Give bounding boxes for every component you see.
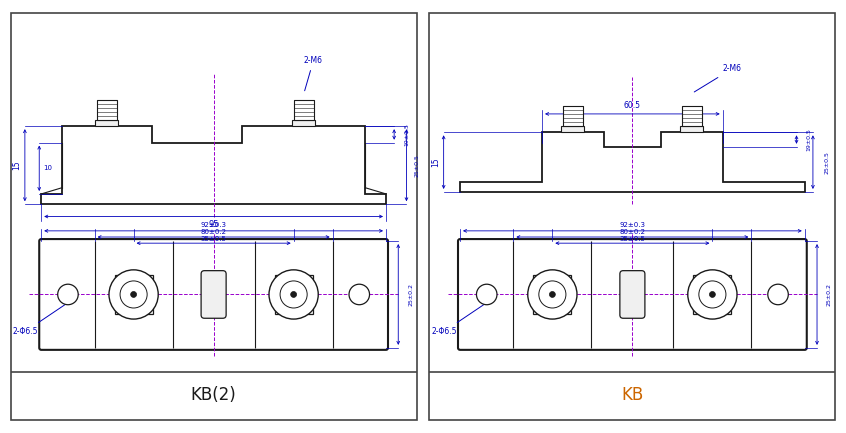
Text: 19±0.5: 19±0.5 xyxy=(404,123,409,146)
Text: 60.5: 60.5 xyxy=(624,101,641,110)
Bar xyxy=(275,275,313,313)
Circle shape xyxy=(710,291,716,297)
Bar xyxy=(114,275,152,313)
Bar xyxy=(562,126,585,132)
Bar xyxy=(96,120,118,126)
Text: 2-Φ6.5: 2-Φ6.5 xyxy=(13,304,66,336)
Circle shape xyxy=(476,284,497,305)
Text: 10: 10 xyxy=(43,165,52,171)
Bar xyxy=(533,275,571,313)
Polygon shape xyxy=(41,126,386,204)
Circle shape xyxy=(269,270,318,319)
Text: KB(2): KB(2) xyxy=(190,386,237,404)
Circle shape xyxy=(120,281,147,308)
FancyBboxPatch shape xyxy=(620,271,645,318)
Bar xyxy=(96,100,118,120)
Text: 80±0.2: 80±0.2 xyxy=(201,229,227,235)
Text: 92±0.3: 92±0.3 xyxy=(201,222,227,228)
Circle shape xyxy=(130,291,136,297)
Circle shape xyxy=(291,291,297,297)
Bar xyxy=(680,126,703,132)
Circle shape xyxy=(549,291,555,297)
Text: 35±0.5: 35±0.5 xyxy=(201,236,227,242)
FancyBboxPatch shape xyxy=(39,239,388,350)
Circle shape xyxy=(109,270,158,319)
Text: 2-M6: 2-M6 xyxy=(695,64,742,92)
Circle shape xyxy=(688,270,737,319)
Circle shape xyxy=(539,281,566,308)
Text: 25±0.5: 25±0.5 xyxy=(415,154,420,177)
Bar xyxy=(279,280,309,309)
Text: 95: 95 xyxy=(208,220,219,229)
Text: KB: KB xyxy=(621,386,644,404)
Text: 25±0.2: 25±0.2 xyxy=(827,283,832,306)
Bar xyxy=(294,100,314,120)
Bar xyxy=(698,280,728,309)
Circle shape xyxy=(528,270,577,319)
Bar xyxy=(118,280,148,309)
Bar xyxy=(293,120,316,126)
FancyBboxPatch shape xyxy=(458,239,807,350)
Text: 25±0.2: 25±0.2 xyxy=(408,283,413,306)
Text: 25±0.5: 25±0.5 xyxy=(825,151,830,174)
Text: 15: 15 xyxy=(431,157,440,167)
Bar xyxy=(563,106,583,126)
Circle shape xyxy=(280,281,307,308)
Text: 35±0.5: 35±0.5 xyxy=(619,236,645,242)
Bar xyxy=(537,280,567,309)
Text: 19±0.5: 19±0.5 xyxy=(806,128,811,151)
Text: 15: 15 xyxy=(12,160,21,170)
FancyBboxPatch shape xyxy=(201,271,226,318)
Polygon shape xyxy=(460,132,805,192)
Text: 92±0.3: 92±0.3 xyxy=(619,222,645,228)
Bar xyxy=(694,275,732,313)
Text: 2-M6: 2-M6 xyxy=(304,56,323,91)
Bar xyxy=(682,106,702,126)
Circle shape xyxy=(768,284,788,305)
Circle shape xyxy=(349,284,370,305)
Text: 2-Φ6.5: 2-Φ6.5 xyxy=(431,304,485,336)
Circle shape xyxy=(699,281,726,308)
Text: 80±0.2: 80±0.2 xyxy=(619,229,645,235)
Circle shape xyxy=(58,284,78,305)
